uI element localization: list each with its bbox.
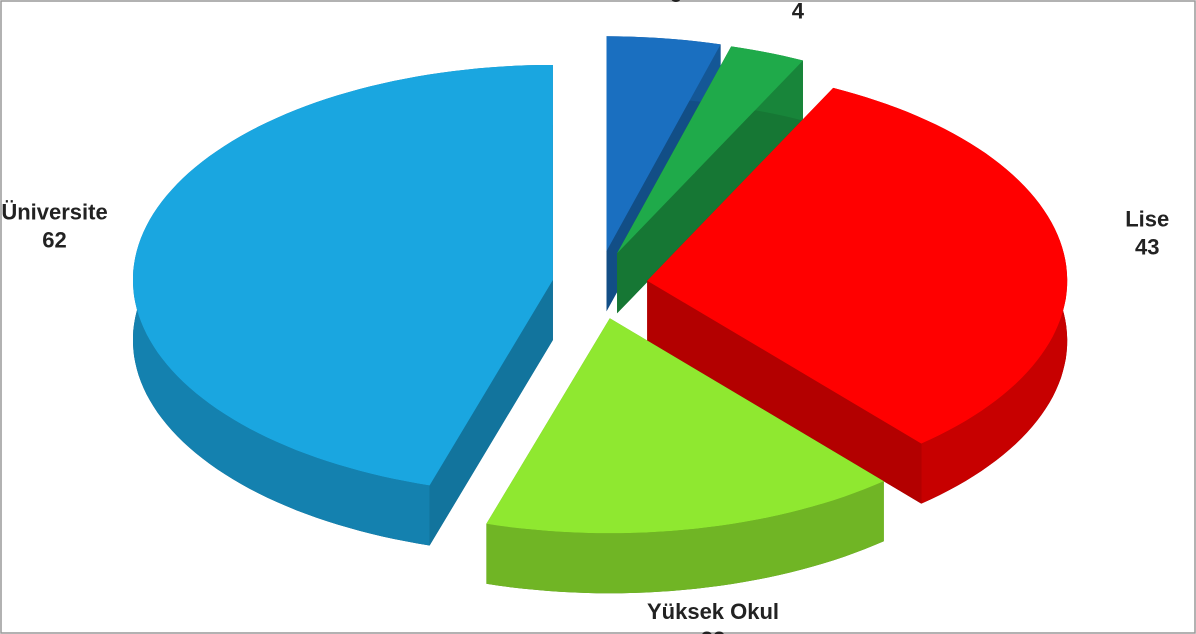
value-label: 22 bbox=[701, 627, 725, 634]
slice-top bbox=[606, 36, 721, 252]
slice bbox=[486, 318, 884, 594]
category-label: Üniversite bbox=[1, 200, 107, 225]
slice bbox=[647, 87, 1068, 504]
slice-top bbox=[133, 65, 553, 486]
slice-cut bbox=[429, 280, 553, 546]
slice bbox=[133, 65, 553, 546]
labels: İlk Okul6Orta Okul4Lise43Yüksek Okul22Ün… bbox=[1, 0, 1169, 634]
category-label: Yüksek Okul bbox=[647, 599, 779, 624]
slice-side bbox=[486, 481, 884, 594]
slice-top bbox=[617, 46, 803, 254]
slice-cut bbox=[647, 280, 922, 504]
value-label: 6 bbox=[670, 0, 682, 7]
value-label: 62 bbox=[42, 228, 66, 253]
slice bbox=[617, 46, 803, 314]
pie bbox=[133, 36, 1068, 594]
slice-cut bbox=[617, 60, 803, 314]
value-label: 4 bbox=[792, 0, 805, 23]
category-label: Lise bbox=[1125, 206, 1169, 231]
value-label: 43 bbox=[1135, 234, 1159, 259]
slice-top bbox=[486, 318, 884, 534]
slice-top bbox=[647, 87, 1068, 444]
